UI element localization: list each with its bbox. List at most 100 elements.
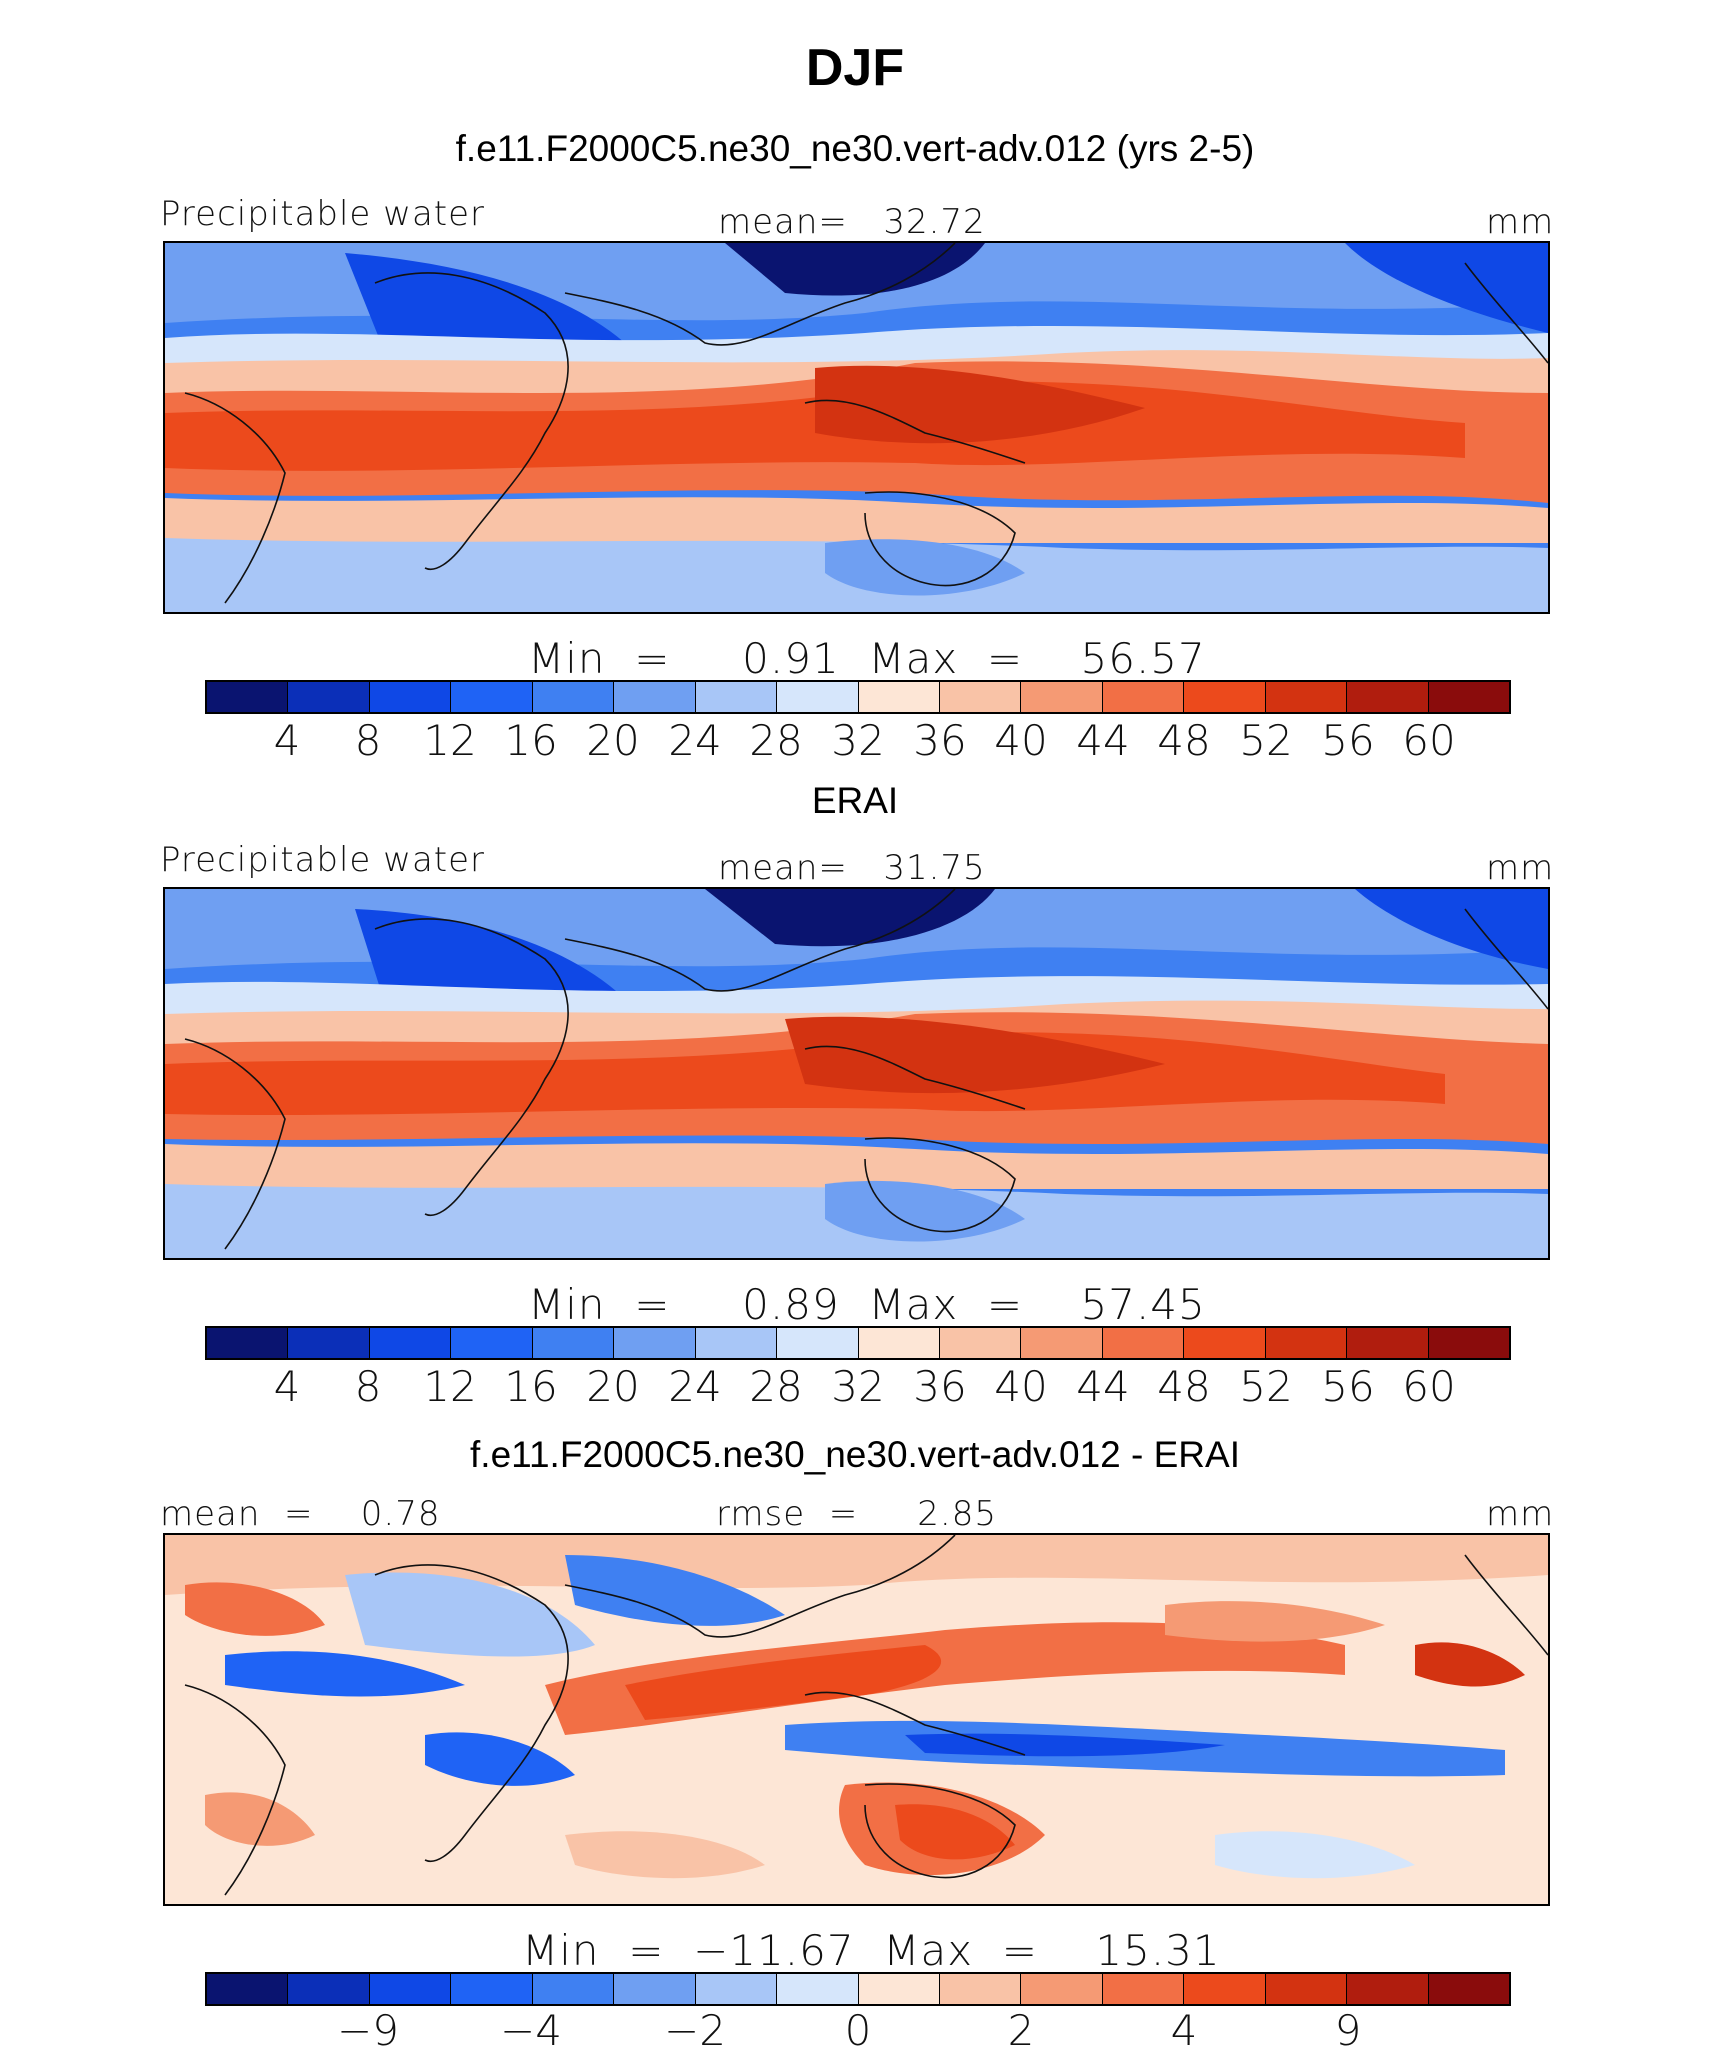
panel-2-min-max: Min = 0.89 Max = 57.45 [528,1280,1206,1329]
colorbar-swatch [939,1328,1022,1358]
colorbar-tick-label: 56 [1321,1362,1375,1411]
colorbar-swatch [777,1328,859,1358]
panel-1-units-label: mm [1486,202,1555,242]
colorbar-tick-label: 36 [913,1362,967,1411]
panel-1-map [163,241,1550,614]
panel-2-field-plot [165,889,1548,1258]
panel-1-field-plot [165,243,1548,612]
colorbar-swatch [207,1974,289,2004]
panel-3-field-plot [165,1535,1548,1904]
colorbar-tick-label: 12 [423,716,477,765]
colorbar-tick-label: 32 [831,716,885,765]
colorbar-swatch [1021,1328,1103,1358]
panel-3-title: f.e11.F2000C5.ne30_ne30.vert-adv.012 - E… [470,1434,1240,1475]
colorbar-tick-label: 32 [831,1362,885,1411]
colorbar-swatch [451,1974,533,2004]
colorbar-swatch [858,682,940,712]
colorbar-tick-label: 4 [273,1362,301,1411]
colorbar-swatch [1265,682,1348,712]
colorbar-swatch [1102,682,1185,712]
colorbar-swatch [1428,1974,1509,2004]
panel-3-map [163,1533,1550,1906]
colorbar-swatch [695,1974,778,2004]
colorbar-swatch [858,1328,940,1358]
panel-3-mean-label: mean = 0.78 [160,1494,441,1534]
colorbar-tick-label: 8 [354,1362,382,1411]
colorbar-swatch [1265,1328,1348,1358]
panel-1-colorbar-ticks: 4 8 12 16 20 24 28 32 36 40 44 48 52 56 … [0,716,1710,772]
panel-3-colorbar [205,1972,1511,2006]
colorbar-swatch [1347,682,1429,712]
panel-3-min-max: Min = −11.67 Max = 15.31 [522,1926,1221,1975]
colorbar-swatch [532,682,615,712]
colorbar-tick-label: 28 [749,716,803,765]
colorbar-swatch [451,1328,533,1358]
colorbar-swatch [532,1974,615,2004]
colorbar-swatch [288,1974,370,2004]
colorbar-tick-label: −9 [337,2006,399,2055]
colorbar-swatch [614,682,696,712]
colorbar-tick-label: 48 [1157,716,1211,765]
colorbar-swatch [532,1328,615,1358]
colorbar-tick-label: 4 [273,716,301,765]
panel-2-variable-label: Precipitable water [160,840,486,880]
colorbar-swatch [1265,1974,1348,2004]
panel-2-mean-label: mean= 31.75 [718,848,986,888]
colorbar-tick-label: 20 [586,1362,640,1411]
colorbar-swatch [1102,1328,1185,1358]
colorbar-tick-label: 36 [913,716,967,765]
colorbar-swatch [614,1328,696,1358]
colorbar-swatch [1347,1974,1429,2004]
panel-3-rmse-label: rmse = 2.85 [716,1494,997,1534]
panel-1-variable-label: Precipitable water [160,194,486,234]
colorbar-swatch [1184,1328,1266,1358]
colorbar-swatch [288,1328,370,1358]
colorbar-swatch [451,682,533,712]
colorbar-swatch [777,682,859,712]
colorbar-tick-label: 12 [423,1362,477,1411]
colorbar-swatch [207,1328,289,1358]
colorbar-swatch [1428,682,1509,712]
colorbar-tick-label: 24 [668,1362,722,1411]
colorbar-tick-label: 40 [994,1362,1048,1411]
colorbar-swatch [1184,1974,1266,2004]
colorbar-tick-label: 9 [1334,2006,1362,2055]
colorbar-tick-label: 2 [1007,2006,1035,2055]
colorbar-swatch [1428,1328,1509,1358]
colorbar-swatch [207,682,289,712]
colorbar-tick-label: 52 [1239,716,1293,765]
figure-title: DJF [805,39,905,97]
colorbar-tick-label: 48 [1157,1362,1211,1411]
colorbar-swatch [1347,1328,1429,1358]
colorbar-tick-label: 20 [586,716,640,765]
colorbar-swatch [369,682,452,712]
colorbar-tick-label: 44 [1076,1362,1130,1411]
panel-3-colorbar-ticks: −9 −4 −2 0 2 4 9 [0,2006,1710,2062]
colorbar-swatch [1021,1974,1103,2004]
colorbar-swatch [1021,682,1103,712]
colorbar-swatch [939,682,1022,712]
colorbar-swatch [1184,682,1266,712]
panel-2-map [163,887,1550,1260]
panel-2-title: ERAI [811,780,899,821]
colorbar-tick-label: −2 [664,2006,726,2055]
colorbar-swatch [369,1974,452,2004]
colorbar-swatch [858,1974,940,2004]
panel-3-units-label: mm [1486,1494,1555,1534]
colorbar-tick-label: 16 [504,1362,558,1411]
panel-2-units-label: mm [1486,848,1555,888]
colorbar-tick-label: 8 [354,716,382,765]
colorbar-swatch [288,682,370,712]
panel-1-colorbar [205,680,1511,714]
colorbar-swatch [777,1974,859,2004]
panel-1-title: f.e11.F2000C5.ne30_ne30.vert-adv.012 (yr… [455,128,1255,169]
panel-1-mean-label: mean= 32.72 [718,202,986,242]
panel-1-min-max: Min = 0.91 Max = 56.57 [528,634,1206,683]
colorbar-tick-label: 28 [749,1362,803,1411]
colorbar-tick-label: 44 [1076,716,1130,765]
colorbar-tick-label: 60 [1402,1362,1456,1411]
colorbar-swatch [939,1974,1022,2004]
colorbar-tick-label: 24 [668,716,722,765]
colorbar-tick-label: 40 [994,716,1048,765]
colorbar-tick-label: 56 [1321,716,1375,765]
